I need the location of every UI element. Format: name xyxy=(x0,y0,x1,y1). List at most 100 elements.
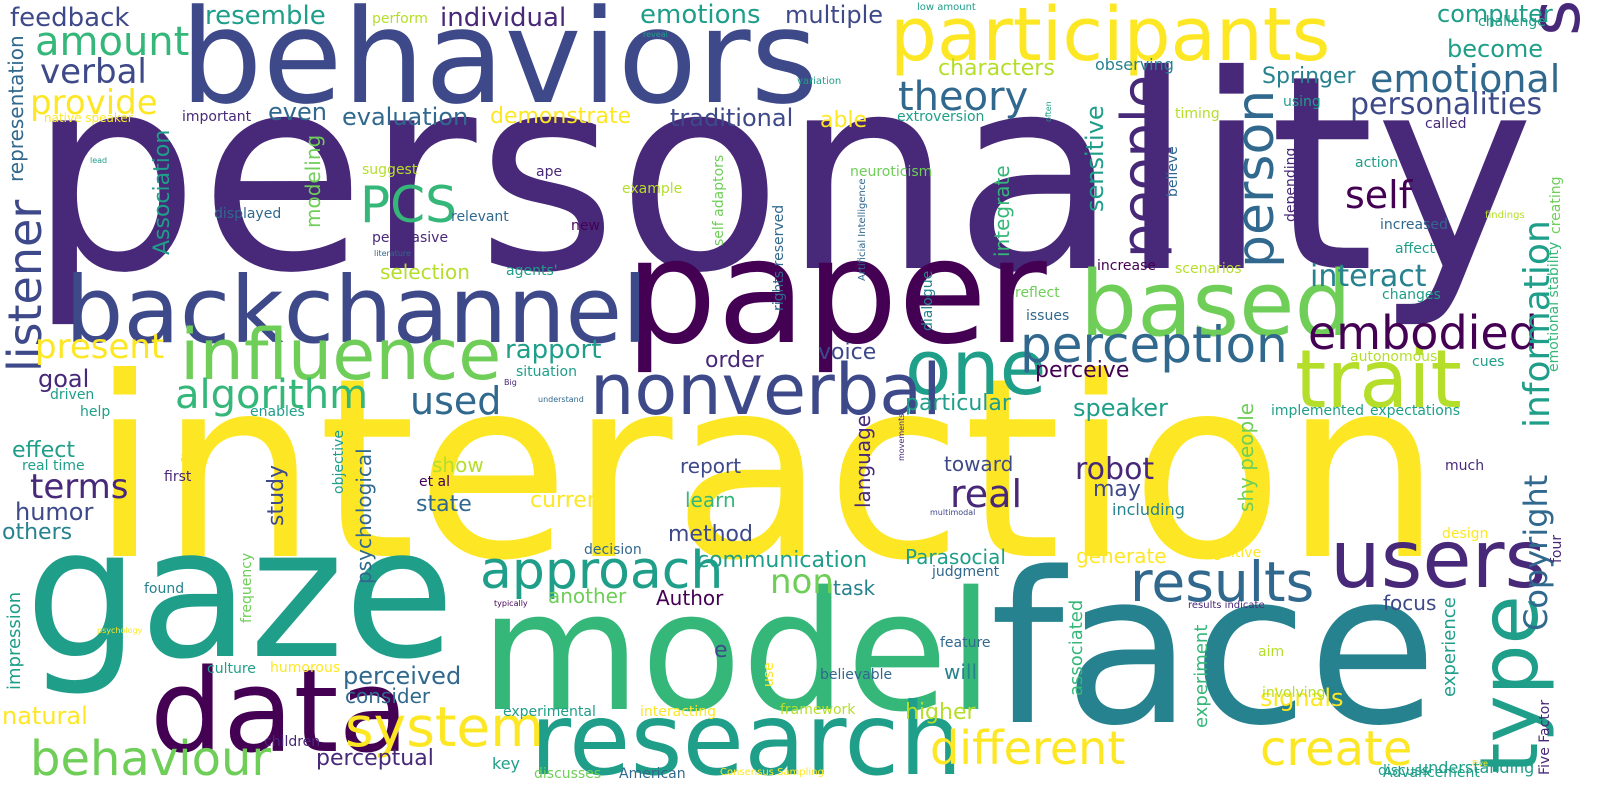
word-variation: variation xyxy=(797,76,842,87)
word-persuasive: persuasive xyxy=(372,230,449,246)
word-used: used xyxy=(410,379,502,423)
word-objective: objective xyxy=(331,430,347,494)
word-five: Five xyxy=(1472,759,1488,768)
word-implemented: implemented xyxy=(1271,403,1365,419)
word-psychological: psychological xyxy=(352,448,376,584)
word-challenge: challenge xyxy=(1478,14,1546,30)
word-participants: participants xyxy=(890,0,1331,78)
word-create: create xyxy=(1260,721,1413,777)
word-toward: toward xyxy=(944,452,1014,476)
word-advancement: Advancement xyxy=(1383,765,1480,781)
word-cognitive: cognitive xyxy=(1197,545,1262,561)
word-consensus-sampling: Consensus Sampling xyxy=(720,767,824,778)
word-consider: consider xyxy=(345,684,431,708)
word-evaluation: evaluation xyxy=(342,103,469,131)
word-key: key xyxy=(492,754,521,773)
word-creating: creating xyxy=(1548,176,1564,234)
word-study: study xyxy=(264,464,289,526)
word-cues: cues xyxy=(1472,354,1505,370)
word-new: new xyxy=(571,218,600,234)
word-characters: characters xyxy=(938,56,1055,81)
word-trait: trait xyxy=(1295,333,1462,426)
word-judgment: judgment xyxy=(932,564,1000,580)
word-integrate: integrate xyxy=(990,165,1014,257)
word-driven: driven xyxy=(50,387,95,403)
word-observing: observing xyxy=(1095,55,1174,74)
word-particular: particular xyxy=(905,391,1011,416)
word-people: people xyxy=(1110,74,1173,258)
word-multiple: multiple xyxy=(785,1,884,29)
word-depending: depending xyxy=(1283,147,1299,222)
word-gaze: gaze xyxy=(25,490,455,699)
word-culture: culture xyxy=(207,661,256,677)
word-representation: representation xyxy=(4,35,28,182)
word-able: able xyxy=(820,108,868,133)
word-understand: understand xyxy=(538,395,584,404)
word-method: method xyxy=(668,522,753,547)
word-expectations: expectations xyxy=(1370,403,1461,419)
word-show: show xyxy=(432,453,484,477)
word-multimodal: multimodal xyxy=(930,508,976,517)
word-understanding: understanding xyxy=(1418,758,1535,777)
word-goal: goal xyxy=(38,365,90,393)
word-discuss: discuss xyxy=(1378,763,1430,779)
word-results: results xyxy=(1130,550,1315,614)
word-increased: increased xyxy=(1380,217,1448,233)
word-order: order xyxy=(705,348,764,373)
word-situation: situation xyxy=(516,364,577,380)
word-paper: paper xyxy=(625,208,1047,377)
word-backchannel: backchannel xyxy=(65,257,648,364)
word-become: become xyxy=(1447,35,1544,63)
word-often: often xyxy=(1044,101,1053,122)
word-native-speaker: native speaker xyxy=(44,111,133,125)
word-individual: individual xyxy=(440,3,567,33)
word-association: Association xyxy=(150,129,175,255)
word-lead: lead xyxy=(90,156,108,165)
word-act: act xyxy=(180,450,202,466)
word-use: use xyxy=(761,662,777,687)
word-five-factor: Five Factor xyxy=(1537,699,1553,775)
word-humor: humor xyxy=(15,498,94,526)
word-org: org xyxy=(636,206,659,222)
word-another: another xyxy=(548,584,627,608)
word-results-indicate: results indicate xyxy=(1188,600,1265,611)
word-discusses: discusses xyxy=(534,766,602,782)
word-system: system xyxy=(345,695,544,759)
word-theory: theory xyxy=(898,74,1029,120)
word-help: help xyxy=(80,404,111,420)
word-may: may xyxy=(1093,477,1141,502)
word-sensitive: sensitive xyxy=(1081,105,1109,212)
word-generate: generate xyxy=(1076,544,1167,568)
word-american: American xyxy=(619,766,686,782)
word-author: Author xyxy=(656,586,724,610)
word-parasocial: Parasocial xyxy=(905,545,1006,569)
word-et-al: et al xyxy=(419,474,451,490)
word-verbal: verbal xyxy=(40,52,147,92)
word-different: different xyxy=(930,721,1126,775)
word-even: even xyxy=(268,98,327,126)
word-enables: enables xyxy=(250,404,305,420)
word-learn: learn xyxy=(685,488,736,512)
word-findings: findings xyxy=(1485,210,1525,221)
word-perception: perception xyxy=(1020,316,1288,374)
word-present: present xyxy=(35,327,165,367)
word-influence: influence xyxy=(180,314,502,396)
word-language: language xyxy=(851,414,875,508)
word-big: Big xyxy=(504,378,517,387)
word-personality: personality xyxy=(28,17,1535,332)
word-effect: effect xyxy=(12,438,75,463)
word-perceptual: perceptual xyxy=(316,746,434,771)
word-scenarios: scenarios xyxy=(1175,261,1242,277)
word-resemble: resemble xyxy=(205,1,326,31)
word-involving: involving xyxy=(1262,685,1326,701)
word-report: report xyxy=(680,454,742,478)
word-decision: decision xyxy=(584,542,642,558)
word-frequency: frequency xyxy=(239,552,255,623)
word-reveal: reveal xyxy=(643,30,668,39)
word-higher: higher xyxy=(905,700,976,725)
word-communication: communication xyxy=(697,548,868,573)
word-using: using xyxy=(1283,94,1321,110)
word-timing: timing xyxy=(1175,106,1220,122)
word-action: action xyxy=(1355,155,1399,171)
